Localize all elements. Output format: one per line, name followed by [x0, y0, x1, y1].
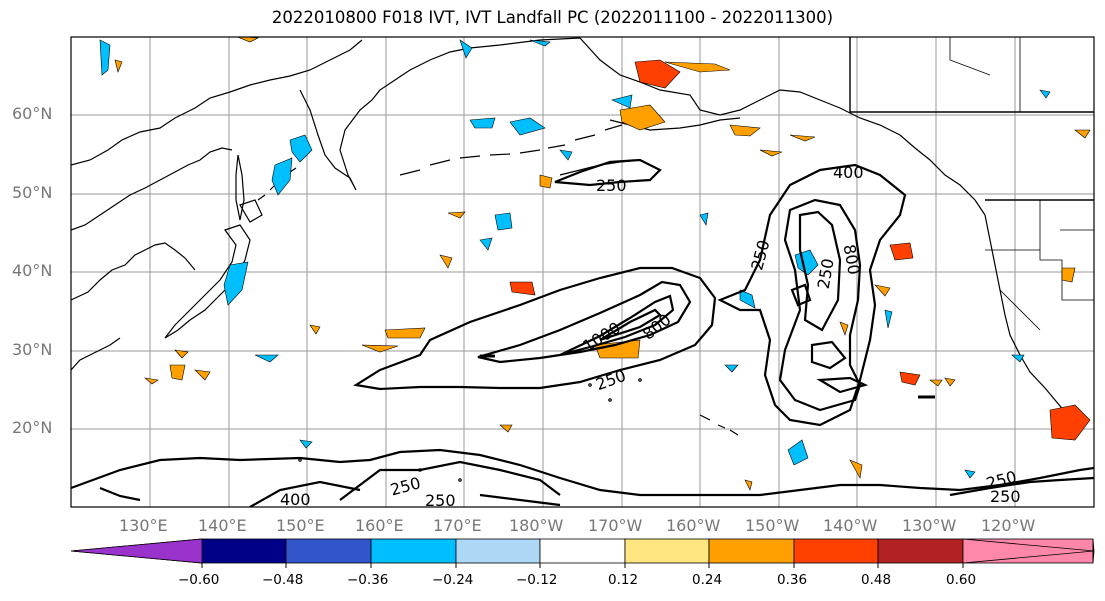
lon-label: 170°E	[433, 516, 482, 535]
contour-label: 250	[596, 176, 627, 195]
colorbar-segment	[793, 538, 879, 564]
positive-patches	[114, 37, 1091, 491]
colorbar-segment	[201, 538, 287, 564]
lat-label: 40°N	[12, 261, 53, 280]
colorbar-segment	[455, 538, 541, 564]
ivt-contours	[71, 158, 1094, 507]
colorbar-tick-label: −0.12	[516, 572, 558, 588]
contour-label: 400	[833, 163, 864, 182]
lon-label: 160°E	[355, 516, 404, 535]
colorbar	[70, 538, 1095, 564]
coastlines	[71, 37, 1094, 482]
colorbar-ticks	[201, 563, 964, 568]
lat-label: 60°N	[12, 104, 53, 123]
lon-label: 180°W	[509, 516, 564, 535]
lon-label: 140°E	[198, 516, 247, 535]
lon-label: 120°W	[981, 516, 1036, 535]
colorbar-tick-label: −0.60	[178, 572, 220, 588]
negative-patches	[99, 39, 1051, 479]
colorbar-tick-label: 0.48	[861, 572, 892, 588]
colorbar-segment	[708, 538, 795, 564]
colorbar-tick-label: 0.36	[777, 572, 808, 588]
lon-label: 160°W	[666, 516, 721, 535]
contour-label: 250	[990, 487, 1021, 506]
lon-label: 170°W	[588, 516, 643, 535]
map-border	[70, 36, 1095, 508]
lat-label: 50°N	[12, 183, 53, 202]
lon-label: 140°W	[823, 516, 878, 535]
map-title: 2022010800 F018 IVT, IVT Landfall PC (20…	[271, 8, 834, 27]
lat-label: 20°N	[12, 418, 53, 437]
colorbar-segment	[539, 538, 626, 564]
colorbar-tick-label: −0.48	[262, 572, 304, 588]
colorbar-segment	[370, 538, 457, 564]
colorbar-tick-label: 0.12	[608, 572, 639, 588]
lon-label: 150°E	[276, 516, 325, 535]
colorbar-tick-label: −0.24	[432, 572, 474, 588]
lon-label: 150°W	[745, 516, 800, 535]
colorbar-tick-label: 0.24	[692, 572, 723, 588]
colorbar-tick-label: −0.36	[347, 572, 389, 588]
contour-label: 250	[425, 491, 456, 510]
lon-label: 130°W	[902, 516, 957, 535]
colorbar-segment	[877, 538, 964, 564]
colorbar-tick-label: 0.60	[946, 572, 977, 588]
lon-label: 130°E	[119, 516, 168, 535]
contour-label: 400	[280, 490, 311, 509]
colorbar-segment	[624, 538, 710, 564]
colorbar-segment	[285, 538, 372, 564]
lat-label: 30°N	[12, 340, 53, 359]
